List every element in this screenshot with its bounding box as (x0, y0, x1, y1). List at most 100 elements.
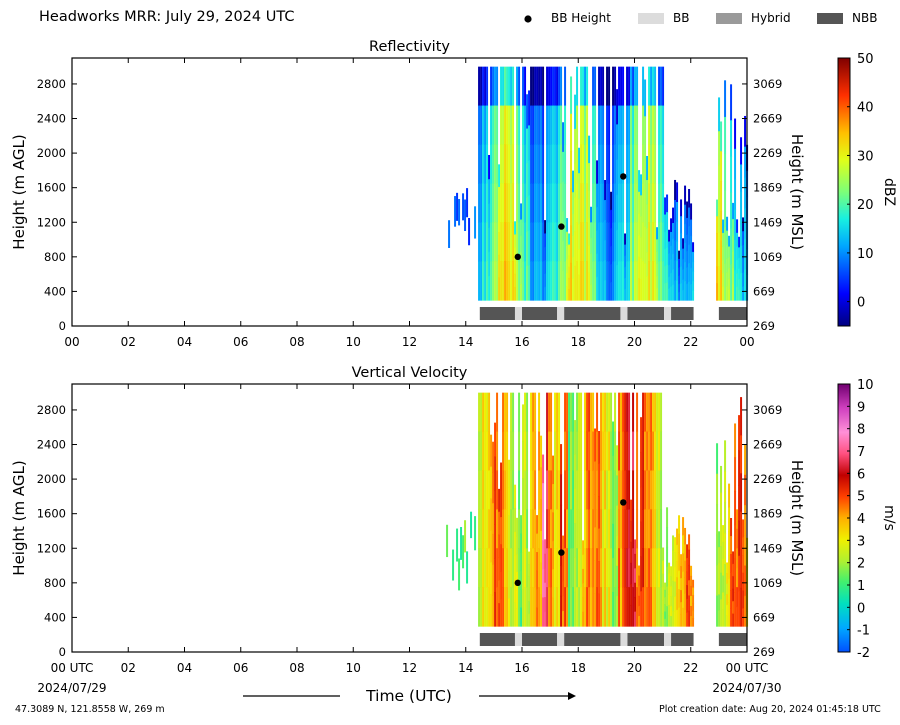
heatmap-cell (676, 201, 679, 223)
x-tick-label: 10 (346, 335, 361, 349)
heatmap-cell (722, 525, 725, 543)
heatmap-cell (642, 222, 645, 262)
heatmap-cell (524, 392, 527, 433)
heatmap-cell (576, 509, 579, 549)
y-tick-label-right: 3069 (753, 77, 782, 91)
heatmap-cell (686, 598, 689, 614)
heatmap-cell (680, 249, 683, 268)
heatmap-cell (588, 217, 591, 246)
legend-label-bb: BB (673, 11, 690, 25)
heatmap-cell (598, 183, 601, 223)
heatmap-cell (566, 272, 569, 287)
heatmap-cell (598, 593, 601, 627)
heatmap-cell (490, 562, 493, 595)
heatmap-cell (554, 144, 557, 184)
heatmap-cell (636, 66, 639, 107)
heatmap-cell (688, 610, 691, 627)
heatmap-cell (572, 392, 575, 433)
heatmap-cell (652, 144, 655, 184)
heatmap-cell (668, 615, 671, 627)
heatmap-cell (484, 470, 487, 510)
heatmap-cell (552, 512, 555, 542)
heatmap-cell (570, 431, 573, 472)
heatmap-cell (732, 202, 735, 220)
heatmap-cell (690, 251, 693, 269)
heatmap-cell (536, 533, 539, 553)
heatmap-cell (630, 222, 633, 262)
heatmap-cell (620, 105, 623, 146)
heatmap-cell (606, 261, 609, 301)
heatmap-cell (610, 282, 613, 301)
heatmap-cell (606, 183, 609, 223)
heatmap-cell (478, 431, 481, 472)
heatmap-cell (642, 431, 645, 472)
heatmap-cell (504, 392, 507, 433)
heatmap-cell (624, 392, 627, 433)
heatmap-cell (720, 546, 723, 574)
heatmap-cell (570, 113, 573, 152)
heatmap-cell (564, 144, 567, 184)
heatmap-cell (536, 261, 539, 301)
heatmap-cell (504, 261, 507, 301)
page-title: Headworks MRR: July 29, 2024 UTC (39, 9, 295, 25)
heatmap-cell (738, 450, 741, 487)
heatmap-cell (492, 564, 495, 596)
heatmap-cell (534, 509, 537, 549)
heatmap-cell (692, 242, 695, 253)
heatmap-cell (598, 105, 601, 146)
heatmap-cell (484, 509, 487, 549)
heatmap-cell (642, 548, 645, 588)
heatmap-cell (636, 431, 639, 472)
heatmap-cell (506, 261, 509, 301)
heatmap-cell (538, 548, 541, 588)
heatmap-cell (636, 587, 639, 627)
heatmap-cell (730, 608, 733, 627)
heatmap-cell (576, 470, 579, 510)
heatmap-cell (528, 601, 531, 615)
heatmap-cell (626, 183, 629, 223)
heatmap-cell (732, 267, 735, 285)
heatmap-cell (456, 192, 459, 221)
heatmap-cell (728, 267, 731, 280)
y-axis-label-right: Height (m MSL) (788, 460, 806, 576)
heatmap-cell (652, 392, 655, 433)
heatmap-cell (664, 604, 667, 613)
heatmap-cell (494, 261, 497, 301)
heatmap-cell (680, 590, 683, 603)
heatmap-cell (632, 431, 635, 472)
heatmap-cell (588, 587, 591, 627)
heatmap-cell (720, 465, 723, 494)
heatmap-cell (644, 226, 647, 264)
heatmap-cell (724, 153, 727, 191)
heatmap-cell (568, 255, 571, 268)
heatmap-cell (718, 562, 721, 580)
heatmap-cell (508, 183, 511, 223)
heatmap-cell (640, 258, 643, 280)
heatmap-cell (554, 548, 557, 588)
heatmap-cell (538, 261, 541, 301)
heatmap-cell (504, 105, 507, 146)
heatmap-cell (570, 509, 573, 549)
heatmap-cell (518, 548, 521, 588)
heatmap-cell (582, 540, 585, 556)
heatmap-cell (490, 261, 493, 301)
heatmap-cell (720, 519, 723, 547)
heatmap-cell (674, 581, 677, 598)
heatmap-cell (508, 222, 511, 262)
heatmap-cell (526, 470, 529, 510)
heatmap-cell (582, 222, 585, 262)
bb-type-segment (664, 307, 672, 320)
heatmap-cell (730, 536, 733, 555)
heatmap-cell (736, 606, 739, 627)
heatmap-cell (580, 144, 583, 184)
bb-type-segment (564, 307, 621, 320)
heatmap-cell (610, 548, 613, 588)
heatmap-cell (610, 509, 613, 549)
heatmap-cell (690, 235, 693, 253)
heatmap-cell (590, 206, 593, 223)
heatmap-cell (446, 524, 449, 558)
heatmap-cell (624, 266, 627, 279)
heatmap-cell (556, 66, 559, 107)
heatmap-cell (514, 484, 517, 509)
heatmap-cell (630, 105, 633, 146)
